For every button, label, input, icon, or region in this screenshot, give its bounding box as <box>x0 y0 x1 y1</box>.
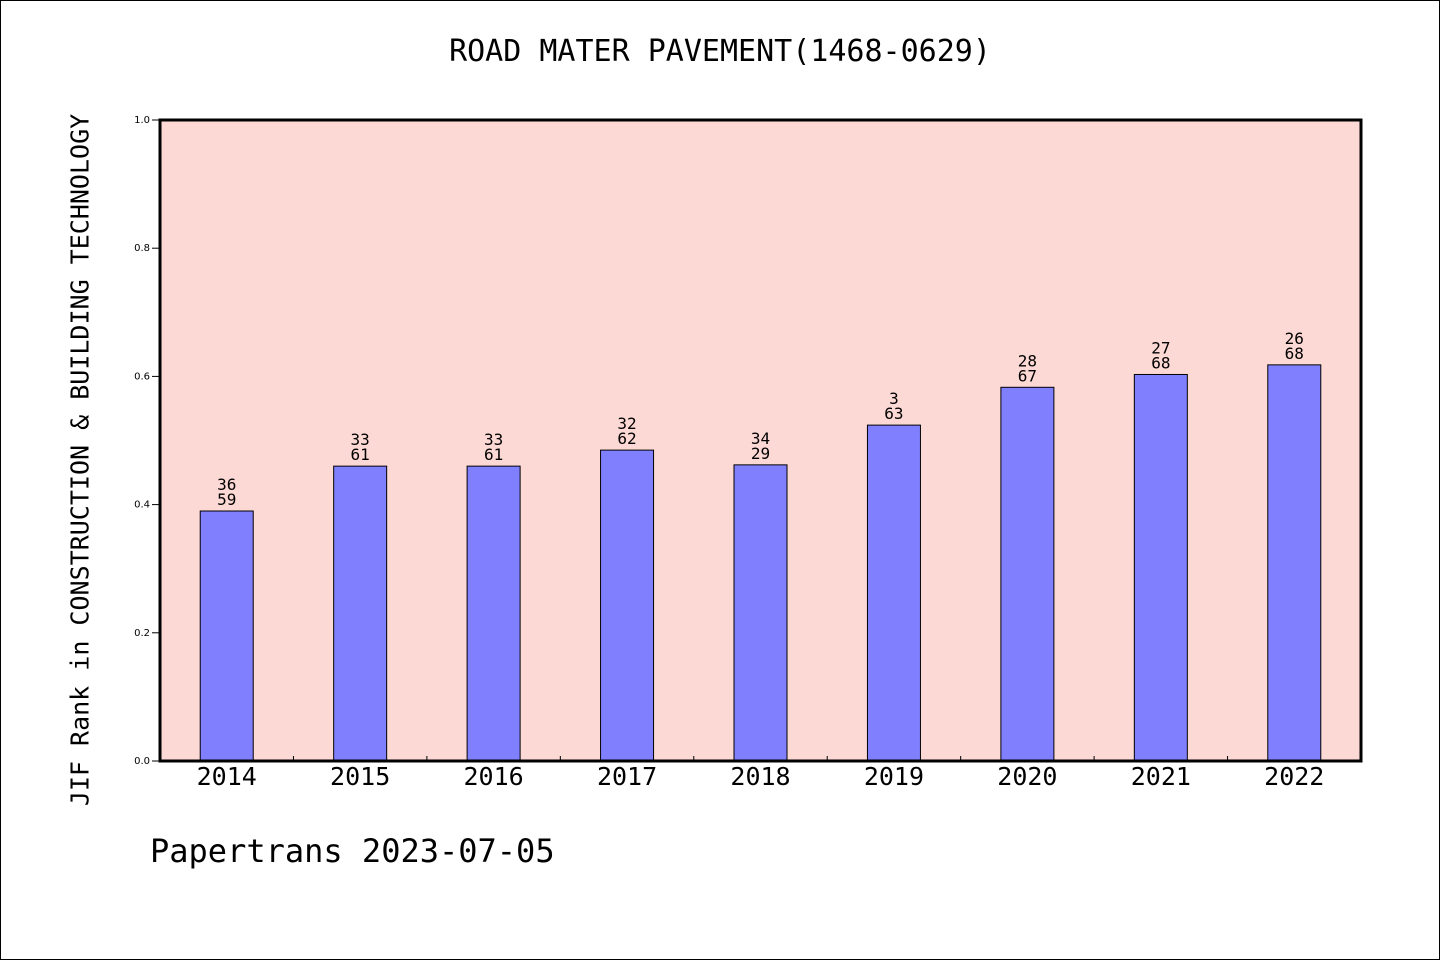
footer-note: Papertrans 2023-07-05 <box>150 832 555 870</box>
y-tick-label: 0.8 <box>134 243 150 254</box>
bar-2022 <box>1267 364 1322 762</box>
bar-2017 <box>600 449 655 762</box>
bar-label-top: 26 <box>1285 329 1304 348</box>
y-tick-label: 0.0 <box>134 756 150 767</box>
bar-label-bottom: 63 <box>884 404 903 423</box>
bar-label-top: 32 <box>617 414 636 433</box>
bar-2016 <box>466 465 521 762</box>
bar-label-bottom: 59 <box>217 490 236 509</box>
bar-label-bottom: 29 <box>751 444 770 463</box>
bar-label-bottom: 68 <box>1151 353 1170 372</box>
bar-label-top: 33 <box>484 430 503 449</box>
x-tick-label: 2014 <box>197 762 257 791</box>
bars-layer <box>199 364 1322 762</box>
x-tick-label: 2018 <box>730 762 790 791</box>
bar-2015 <box>333 465 388 762</box>
bar-label-top: 3 <box>889 389 899 408</box>
bar-label-bottom: 68 <box>1285 344 1304 363</box>
x-tick-label: 2016 <box>464 762 524 791</box>
bar-label-top: 36 <box>217 475 236 494</box>
x-tick-label: 2020 <box>997 762 1057 791</box>
bar-2019 <box>866 424 921 762</box>
bar-label-top: 28 <box>1018 351 1037 370</box>
bar-2020 <box>1000 386 1055 762</box>
bar-label-bottom: 67 <box>1018 366 1037 385</box>
x-tick-label: 2017 <box>597 762 657 791</box>
bar-label-top: 27 <box>1151 338 1170 357</box>
x-ticks-layer: 2014 2015 2016 2017 2018 2019 2020 2021 2022 <box>197 756 1324 791</box>
bar-label-top: 33 <box>351 430 370 449</box>
x-tick-label: 2021 <box>1131 762 1191 791</box>
y-tick-label: 0.6 <box>134 371 150 382</box>
bar-2021 <box>1133 373 1188 762</box>
x-tick-label: 2019 <box>864 762 924 791</box>
bar-2014 <box>199 510 254 762</box>
bar-label-bottom: 61 <box>484 445 503 464</box>
x-tick-label: 2022 <box>1264 762 1324 791</box>
bar-label-bottom: 61 <box>351 445 370 464</box>
y-ticks-layer: 0.0 0.2 0.4 0.6 0.8 1.0 <box>134 115 160 767</box>
bar-2018 <box>733 464 788 762</box>
plot-border <box>158 118 1363 763</box>
y-tick-label: 0.4 <box>134 500 150 511</box>
y-tick-label: 1.0 <box>134 115 150 126</box>
bar-label-bottom: 62 <box>617 429 636 448</box>
bar-label-top: 34 <box>751 429 770 448</box>
x-tick-label: 2015 <box>330 762 390 791</box>
chart-title: ROAD MATER PAVEMENT(1468-0629) <box>449 34 991 69</box>
y-tick-label: 0.2 <box>134 628 150 639</box>
